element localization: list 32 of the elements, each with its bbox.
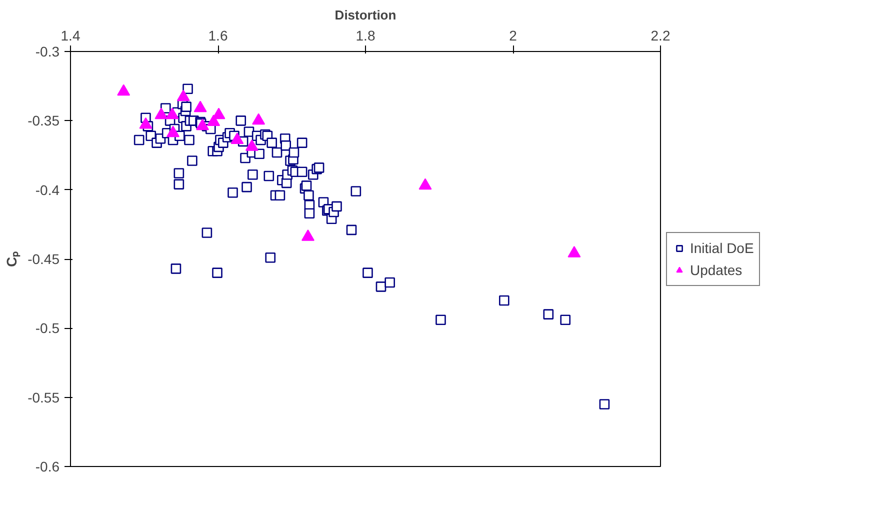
point	[245, 140, 258, 151]
y-tick-label: -0.45	[28, 251, 60, 267]
y-axis-title: Cₚ	[4, 250, 21, 268]
y-tick-label: -0.4	[35, 182, 60, 198]
point	[212, 108, 226, 120]
x-tick-label: 1.8	[356, 28, 376, 44]
point	[176, 90, 190, 102]
x-tick-label: 1.4	[60, 28, 80, 44]
point	[166, 126, 180, 138]
point	[194, 100, 207, 112]
point	[154, 108, 168, 120]
legend-label: Updates	[690, 262, 742, 278]
x-tick-label: 2.2	[650, 28, 670, 44]
y-tick-label: -0.3	[35, 44, 60, 60]
x-tick-label: 1.6	[208, 28, 228, 44]
legend-label: Initial DoE	[690, 240, 754, 256]
y-tick-label: -0.35	[28, 112, 60, 129]
y-tick-label: -0.6	[35, 458, 60, 474]
point	[166, 108, 179, 120]
point	[196, 118, 210, 130]
point	[252, 113, 266, 125]
y-tick-label: -0.5	[35, 320, 60, 336]
point	[418, 178, 432, 190]
point	[230, 132, 244, 144]
point	[139, 117, 152, 129]
y-tick-label: -0.55	[28, 389, 60, 406]
point	[301, 229, 314, 241]
point	[568, 246, 581, 258]
x-tick-label: 2	[509, 28, 518, 44]
chart-title: Distortion	[334, 8, 396, 22]
point	[207, 114, 220, 126]
point	[117, 84, 130, 96]
